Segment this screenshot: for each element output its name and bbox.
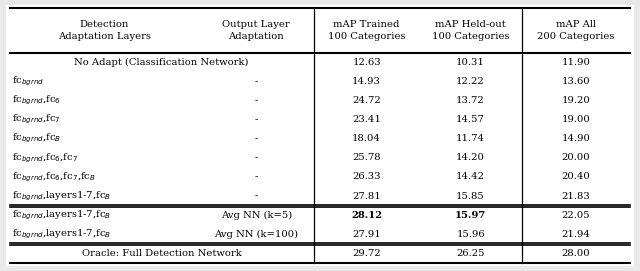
Text: 15.96: 15.96 <box>456 230 485 239</box>
Text: 26.33: 26.33 <box>352 172 381 182</box>
Text: 13.72: 13.72 <box>456 96 485 105</box>
Text: fc$_{bgrnd}$,fc$_7$: fc$_{bgrnd}$,fc$_7$ <box>12 113 61 126</box>
Text: 19.00: 19.00 <box>562 115 591 124</box>
Text: -: - <box>255 172 258 182</box>
Text: 28.12: 28.12 <box>351 211 382 220</box>
Text: 15.85: 15.85 <box>456 192 485 201</box>
FancyBboxPatch shape <box>6 5 634 266</box>
Text: -: - <box>255 115 258 124</box>
Text: 19.20: 19.20 <box>562 96 591 105</box>
Text: 14.90: 14.90 <box>562 134 591 143</box>
Text: fc$_{bgrnd}$,fc$_6$: fc$_{bgrnd}$,fc$_6$ <box>12 94 61 107</box>
Text: fc$_{bgrnd}$,layers1-7,fc$_B$: fc$_{bgrnd}$,layers1-7,fc$_B$ <box>12 189 111 203</box>
Text: 15.97: 15.97 <box>455 211 486 220</box>
Text: fc$_{bgrnd}$,layers1-7,fc$_B$: fc$_{bgrnd}$,layers1-7,fc$_B$ <box>12 228 111 241</box>
Text: -: - <box>255 192 258 201</box>
Text: 20.00: 20.00 <box>562 153 590 162</box>
Text: Avg NN (k=5): Avg NN (k=5) <box>221 211 292 220</box>
Text: 25.78: 25.78 <box>352 153 381 162</box>
Text: mAP Trained
100 Categories: mAP Trained 100 Categories <box>328 20 405 41</box>
Text: -: - <box>255 153 258 162</box>
Text: No Adapt (Classification Network): No Adapt (Classification Network) <box>74 58 249 67</box>
Text: 14.42: 14.42 <box>456 172 485 182</box>
Text: 28.00: 28.00 <box>562 249 590 258</box>
Text: 12.22: 12.22 <box>456 77 485 86</box>
Text: fc$_{bgrnd}$,fc$_B$: fc$_{bgrnd}$,fc$_B$ <box>12 132 61 146</box>
Text: 22.05: 22.05 <box>562 211 590 220</box>
Text: 11.90: 11.90 <box>562 58 591 67</box>
Text: Oracle: Full Detection Network: Oracle: Full Detection Network <box>82 249 241 258</box>
Text: 14.57: 14.57 <box>456 115 485 124</box>
Text: 27.91: 27.91 <box>352 230 381 239</box>
Text: Output Layer
Adaptation: Output Layer Adaptation <box>223 20 291 41</box>
Text: 20.40: 20.40 <box>562 172 591 182</box>
Text: 21.94: 21.94 <box>562 230 591 239</box>
Text: mAP Held-out
100 Categories: mAP Held-out 100 Categories <box>432 20 509 41</box>
Text: 21.83: 21.83 <box>562 192 591 201</box>
Text: 13.60: 13.60 <box>562 77 590 86</box>
Text: 23.41: 23.41 <box>352 115 381 124</box>
Text: fc$_{bgrnd}$: fc$_{bgrnd}$ <box>12 75 44 88</box>
Text: Avg NN (k=100): Avg NN (k=100) <box>214 230 298 239</box>
Text: 24.72: 24.72 <box>352 96 381 105</box>
Text: -: - <box>255 96 258 105</box>
Text: fc$_{bgrnd}$,fc$_6$,fc$_7$,fc$_B$: fc$_{bgrnd}$,fc$_6$,fc$_7$,fc$_B$ <box>12 170 96 184</box>
Text: -: - <box>255 77 258 86</box>
Text: 11.74: 11.74 <box>456 134 485 143</box>
Text: 14.20: 14.20 <box>456 153 485 162</box>
Text: 26.25: 26.25 <box>456 249 484 258</box>
Text: mAP All
200 Categories: mAP All 200 Categories <box>538 20 615 41</box>
Text: fc$_{bgrnd}$,layers1-7,fc$_B$: fc$_{bgrnd}$,layers1-7,fc$_B$ <box>12 208 111 222</box>
Text: Detection
Adaptation Layers: Detection Adaptation Layers <box>58 20 151 41</box>
Text: fc$_{bgrnd}$,fc$_6$,fc$_7$: fc$_{bgrnd}$,fc$_6$,fc$_7$ <box>12 151 78 164</box>
Text: 14.93: 14.93 <box>352 77 381 86</box>
Text: 10.31: 10.31 <box>456 58 485 67</box>
Text: 27.81: 27.81 <box>352 192 381 201</box>
Text: -: - <box>255 134 258 143</box>
Text: 18.04: 18.04 <box>352 134 381 143</box>
Text: 29.72: 29.72 <box>352 249 381 258</box>
Text: 12.63: 12.63 <box>352 58 381 67</box>
